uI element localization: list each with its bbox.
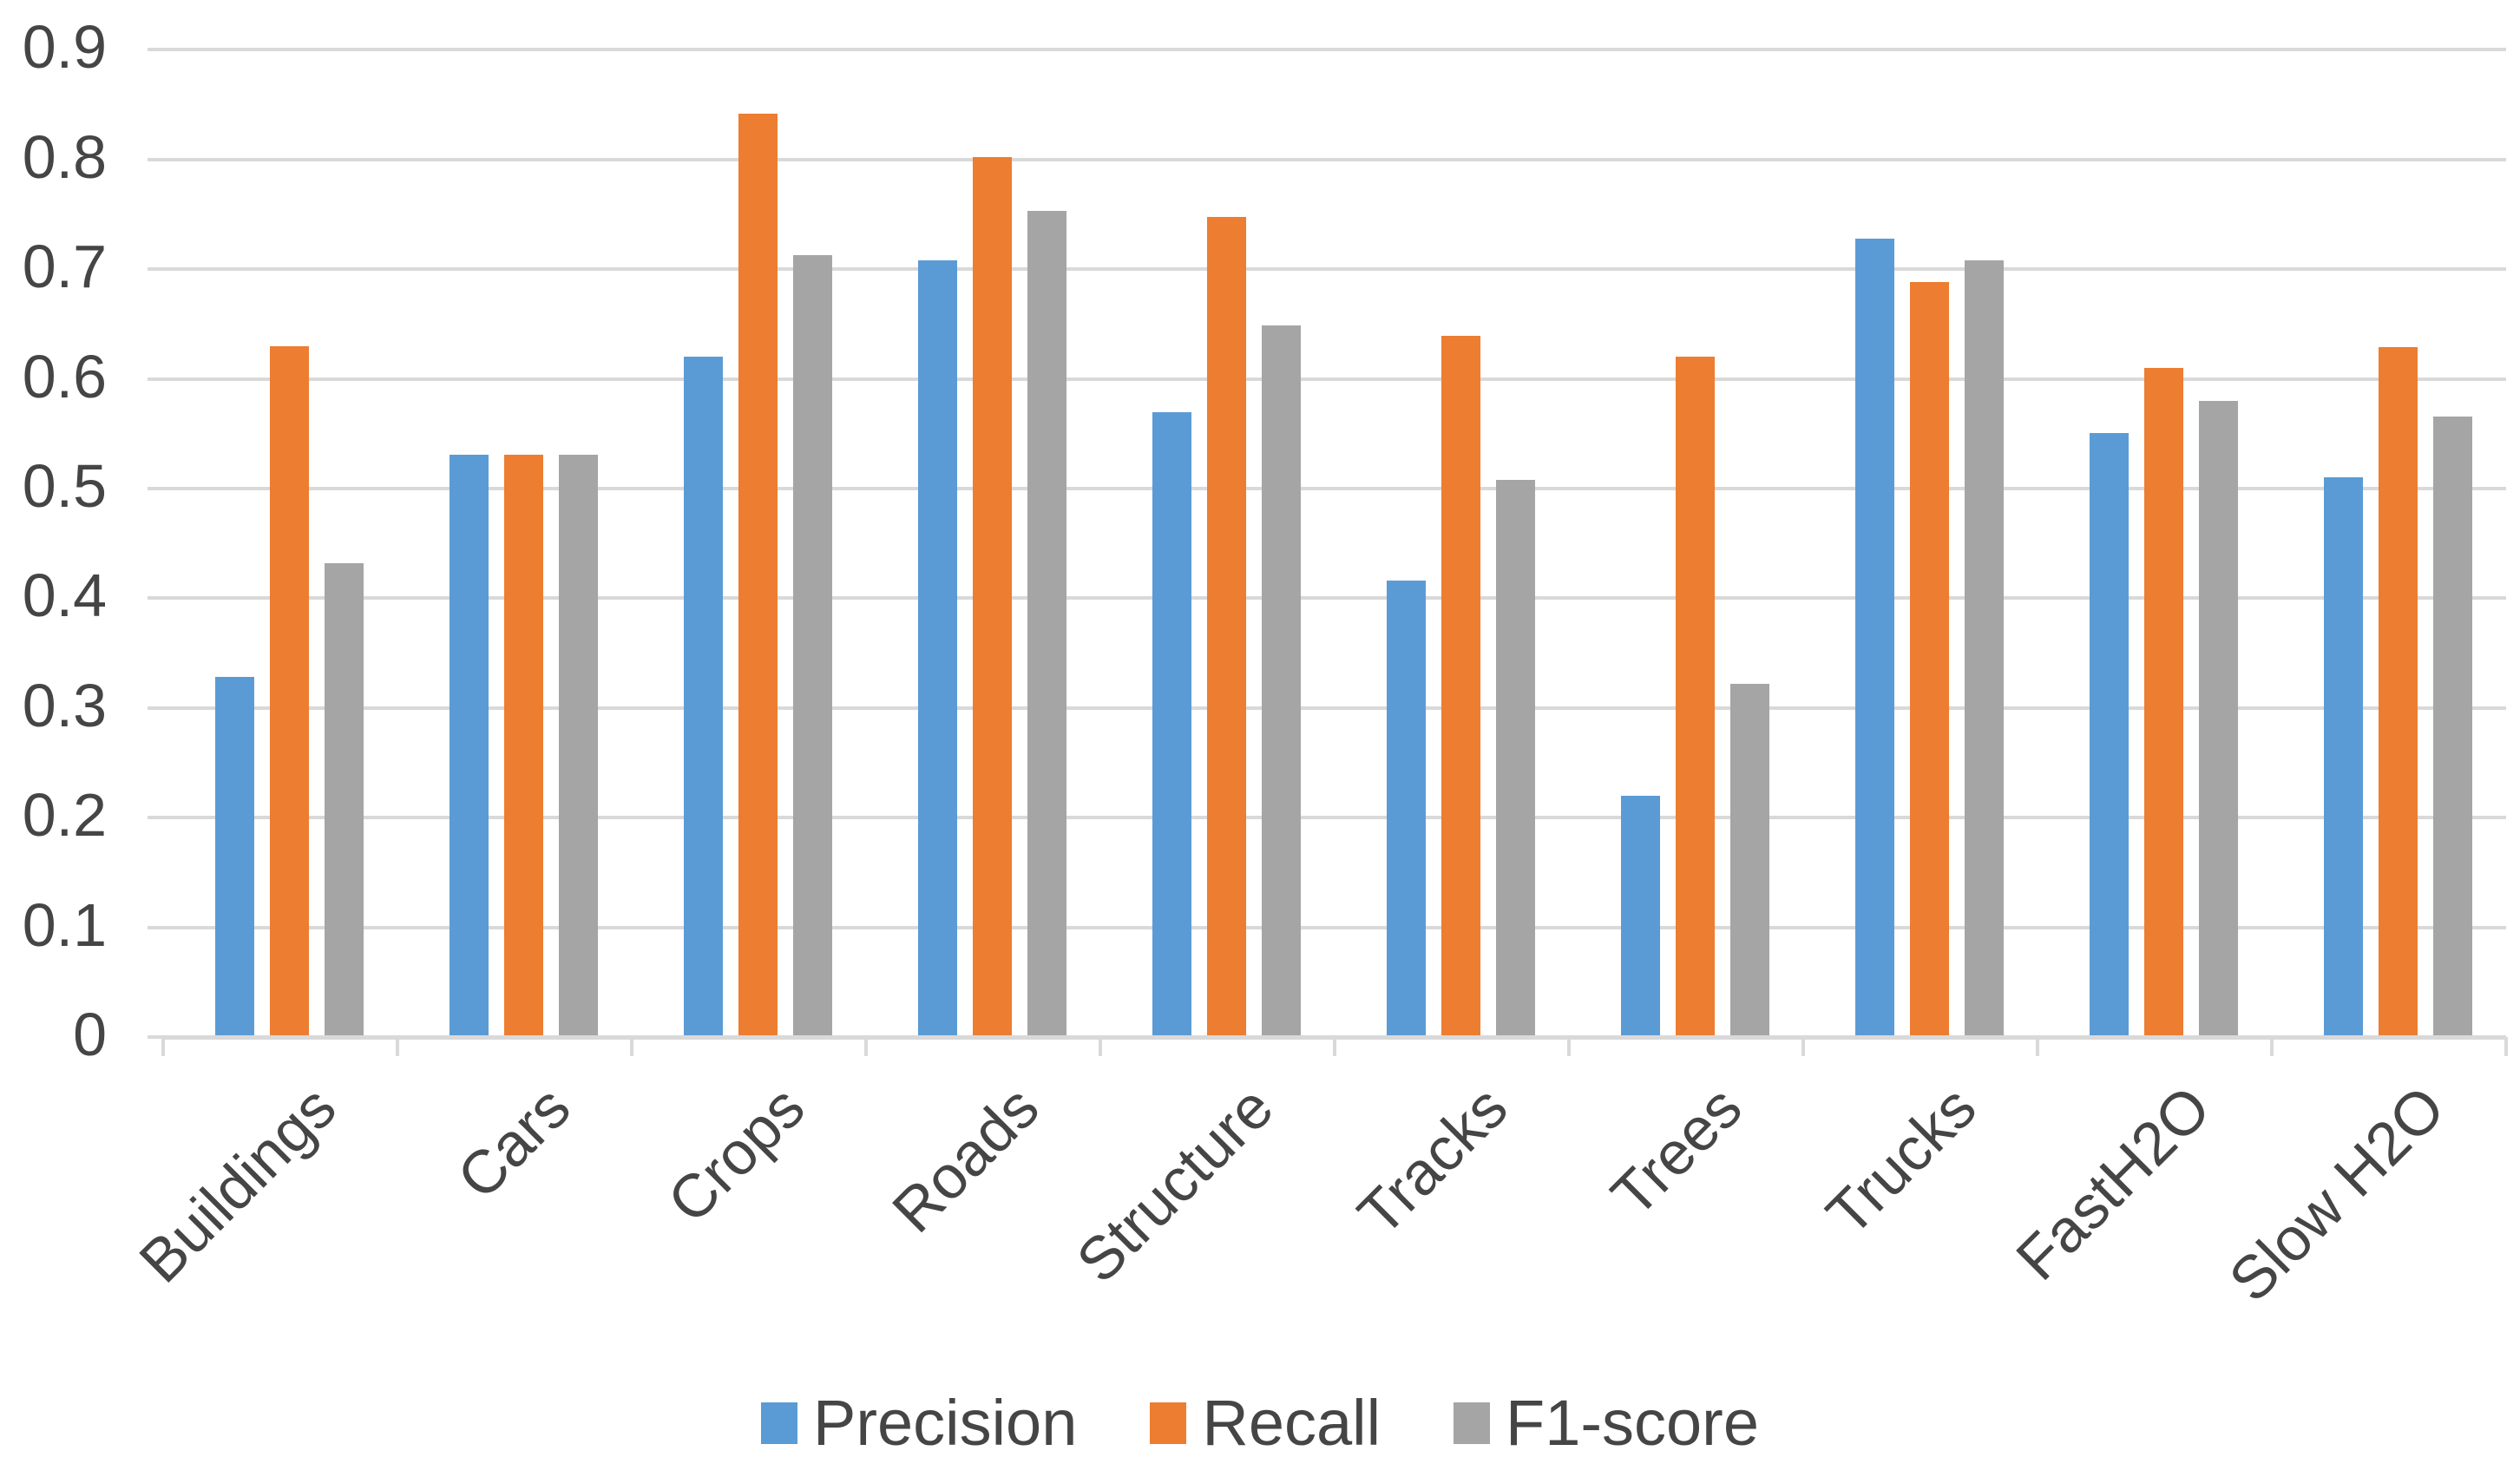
x-category-label-buildings: Buildings xyxy=(126,1073,349,1296)
x-category-label-trees: Trees xyxy=(1598,1073,1755,1230)
x-axis-tick xyxy=(1099,1037,1102,1056)
y-axis-tick xyxy=(148,487,163,490)
x-category-label-tracks: Tracks xyxy=(1344,1073,1520,1249)
bar-precision-roads xyxy=(918,260,957,1037)
y-axis-tick xyxy=(148,926,163,929)
bar-f1-score-trucks xyxy=(1965,260,2004,1037)
gridline-y-0.3 xyxy=(163,706,2506,710)
y-axis-tick xyxy=(148,596,163,600)
x-axis-tick xyxy=(2036,1037,2039,1056)
y-tick-label-0: 0 xyxy=(73,1001,107,1068)
bar-f1-score-structure xyxy=(1262,325,1301,1037)
bar-recall-slow-h2o xyxy=(2379,347,2418,1037)
bar-recall-structure xyxy=(1207,217,1246,1037)
x-category-label-slow-h2o: Slow H2O xyxy=(2215,1073,2458,1315)
bar-precision-slow-h2o xyxy=(2324,477,2363,1037)
gridline-y-0.7 xyxy=(163,267,2506,271)
bar-recall-trees xyxy=(1676,357,1715,1037)
y-axis-tick xyxy=(148,48,163,51)
bar-precision-structure xyxy=(1152,412,1191,1037)
x-axis-tick xyxy=(1567,1037,1571,1056)
y-axis-tick xyxy=(148,1035,163,1039)
y-axis-tick xyxy=(148,158,163,161)
y-tick-label-0.9: 0.9 xyxy=(22,13,107,81)
legend-marker-recall xyxy=(1150,1402,1187,1444)
bar-recall-crops xyxy=(738,114,778,1037)
gridline-y-0.1 xyxy=(163,926,2506,929)
bar-recall-trucks xyxy=(1910,282,1949,1037)
gridline-y-0.9 xyxy=(163,48,2506,51)
y-tick-label-0.6: 0.6 xyxy=(22,343,107,410)
x-axis-tick xyxy=(2504,1037,2508,1056)
bar-precision-trucks xyxy=(1855,239,1894,1037)
legend-marker-precision xyxy=(761,1402,798,1444)
x-axis-tick xyxy=(161,1037,165,1056)
legend-label-precision: Precision xyxy=(813,1387,1078,1459)
bar-recall-tracks xyxy=(1441,336,1480,1037)
legend-item-precision: Precision xyxy=(761,1389,1077,1458)
y-tick-label-0.7: 0.7 xyxy=(22,233,107,300)
y-tick-label-0.3: 0.3 xyxy=(22,672,107,739)
bar-precision-tracks xyxy=(1387,581,1426,1037)
bar-f1-score-crops xyxy=(793,255,832,1037)
x-axis-tick xyxy=(1801,1037,1805,1056)
x-category-label-cars: Cars xyxy=(444,1073,583,1212)
y-axis-tick xyxy=(148,377,163,381)
y-tick-label-0.4: 0.4 xyxy=(22,561,107,629)
x-category-label-trucks: Trucks xyxy=(1813,1073,1989,1249)
y-tick-label-0.8: 0.8 xyxy=(22,123,107,191)
gridline-y-0.2 xyxy=(163,816,2506,819)
x-axis-tick xyxy=(864,1037,868,1056)
bar-f1-score-tracks xyxy=(1496,480,1535,1037)
bar-f1-score-cars xyxy=(559,455,598,1037)
bar-precision-crops xyxy=(684,357,723,1037)
y-axis-tick xyxy=(148,816,163,819)
bar-f1-score-slow-h2o xyxy=(2433,417,2472,1037)
bar-precision-buildings xyxy=(215,677,254,1037)
bar-precision-cars xyxy=(450,455,489,1037)
bar-recall-fasth2o xyxy=(2144,368,2183,1037)
bar-recall-buildings xyxy=(270,346,309,1037)
bar-f1-score-trees xyxy=(1730,684,1769,1037)
x-axis-tick xyxy=(630,1037,633,1056)
x-category-label-fasth2o: FastH2O xyxy=(2003,1073,2223,1293)
legend-label-recall: Recall xyxy=(1202,1387,1381,1459)
gridline-y-0.5 xyxy=(163,487,2506,490)
bar-precision-trees xyxy=(1621,796,1660,1037)
bar-recall-roads xyxy=(973,157,1012,1037)
x-category-label-structure: Structure xyxy=(1063,1073,1286,1296)
gridline-y-0.4 xyxy=(163,596,2506,600)
gridline-y-0.6 xyxy=(163,377,2506,381)
x-category-label-crops: Crops xyxy=(654,1073,817,1236)
bar-precision-fasth2o xyxy=(2090,433,2129,1037)
x-axis-tick xyxy=(1333,1037,1336,1056)
gridline-y-0.8 xyxy=(163,158,2506,161)
y-tick-label-0.1: 0.1 xyxy=(22,891,107,959)
x-category-label-roads: Roads xyxy=(879,1073,1052,1245)
bar-f1-score-buildings xyxy=(325,563,364,1037)
bar-f1-score-fasth2o xyxy=(2199,401,2238,1037)
y-tick-label-0.2: 0.2 xyxy=(22,781,107,849)
legend: Precision Recall F1-score xyxy=(0,1389,2520,1458)
y-tick-label-0.5: 0.5 xyxy=(22,452,107,520)
legend-item-f1-score: F1-score xyxy=(1454,1389,1759,1458)
x-axis-tick xyxy=(396,1037,399,1056)
y-axis-tick xyxy=(148,267,163,271)
legend-marker-f1-score xyxy=(1454,1402,1491,1444)
x-axis-line xyxy=(163,1035,2506,1040)
legend-item-recall: Recall xyxy=(1150,1389,1381,1458)
y-axis-tick xyxy=(148,706,163,710)
x-axis-tick xyxy=(2270,1037,2274,1056)
legend-label-f1-score: F1-score xyxy=(1506,1387,1759,1459)
bar-recall-cars xyxy=(504,455,543,1037)
bar-f1-score-roads xyxy=(1027,211,1066,1037)
